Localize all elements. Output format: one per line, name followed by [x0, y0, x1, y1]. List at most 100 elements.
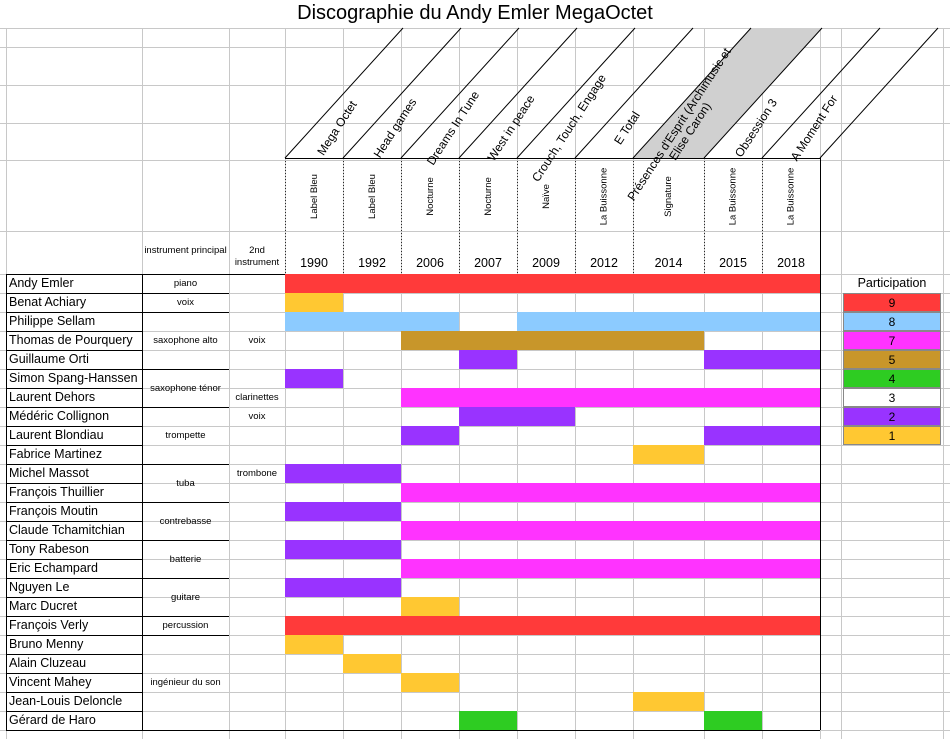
participation-cell: [401, 597, 459, 616]
participation-cell: [401, 559, 459, 578]
header-instrument-principal: instrument principal: [144, 245, 227, 256]
musician-name: Alain Cluzeau: [9, 656, 87, 670]
musician-name: Michel Massot: [9, 466, 89, 480]
participation-cell: [401, 388, 459, 407]
participation-cell: [633, 331, 704, 350]
grid-line: [458, 27, 578, 159]
second-instrument: clarinettes: [235, 392, 279, 403]
musician-name: Jean-Louis Deloncle: [9, 694, 123, 708]
record-label-text: Label Bleu: [308, 173, 320, 219]
musician-name: Vincent Mahey: [9, 675, 92, 689]
musician-name: Benat Achiary: [9, 295, 87, 309]
participation-cell: [762, 274, 820, 293]
participation-cell: [459, 616, 517, 635]
second-instrument: voix: [248, 335, 266, 346]
participation-cell: [704, 711, 762, 730]
musician-name: François Verly: [9, 618, 89, 632]
participation-cell: [459, 388, 517, 407]
record-label: La Buissonne: [762, 165, 820, 227]
participation-cell: [285, 312, 343, 331]
musician-name: Gérard de Haro: [9, 713, 96, 727]
grid-line: [342, 27, 462, 159]
participation-cell: [401, 616, 459, 635]
participation-cell: [633, 616, 704, 635]
participation-cell: [575, 312, 633, 331]
participation-cell: [459, 711, 517, 730]
year-header: 1992: [358, 256, 386, 270]
participation-cell: [517, 616, 575, 635]
participation-cell: [285, 502, 343, 521]
participation-cell: [517, 388, 575, 407]
participation-cell: [343, 654, 401, 673]
musician-name: François Thuillier: [9, 485, 104, 499]
year-header: 2015: [719, 256, 747, 270]
participation-cell: [401, 274, 459, 293]
participation-cell: [517, 559, 575, 578]
grid-line: [516, 27, 636, 159]
instrument-group: batterie: [169, 553, 202, 565]
legend-item: 3: [843, 388, 941, 407]
participation-cell: [285, 369, 343, 388]
participation-cell: [633, 445, 704, 464]
musician-name: Laurent Dehors: [9, 390, 96, 404]
record-label-text: Label Bleu: [366, 173, 378, 219]
musician-name: Simon Spang-Hanssen: [9, 371, 138, 385]
participation-cell: [762, 312, 820, 331]
instrument-group: piano: [173, 278, 198, 289]
participation-cell: [575, 388, 633, 407]
participation-cell: [285, 635, 343, 654]
record-label-text: Naïve: [540, 183, 552, 209]
participation-cell: [459, 559, 517, 578]
participation-cell: [704, 312, 762, 331]
instrument-group: saxophone ténor: [150, 382, 221, 394]
participation-cell: [704, 521, 762, 540]
grid-line: [703, 27, 823, 159]
legend-item: 2: [843, 407, 941, 426]
participation-cell: [401, 673, 459, 692]
participation-cell: [285, 578, 343, 597]
participation-cell: [575, 616, 633, 635]
year-header: 2007: [474, 256, 502, 270]
participation-cell: [401, 483, 459, 502]
year-header: 1990: [300, 256, 328, 270]
participation-cell: [762, 426, 820, 445]
musician-name: Fabrice Martinez: [9, 447, 103, 461]
participation-cell: [285, 464, 343, 483]
legend-item: 7: [843, 331, 941, 350]
participation-cell: [575, 331, 633, 350]
participation-cell: [704, 616, 762, 635]
year-header: 2009: [532, 256, 560, 270]
musician-name: François Moutin: [9, 504, 98, 518]
instrument-group: guitare: [170, 591, 201, 603]
participation-cell: [704, 388, 762, 407]
musician-name: Philippe Sellam: [9, 314, 96, 328]
participation-cell: [704, 426, 762, 445]
record-label: Signature: [633, 165, 704, 227]
musician-name: Nguyen Le: [9, 580, 70, 594]
participation-cell: [459, 407, 517, 426]
participation-cell: [401, 426, 459, 445]
participation-cell: [762, 521, 820, 540]
musician-name: Guillaume Orti: [9, 352, 89, 366]
participation-cell: [575, 274, 633, 293]
participation-cell: [633, 559, 704, 578]
participation-cell: [762, 388, 820, 407]
musician-name: Thomas de Pourquery: [9, 333, 133, 347]
participation-cell: [762, 616, 820, 635]
legend-item: 1: [843, 426, 941, 445]
participation-cell: [285, 616, 343, 635]
record-label-text: Nocturne: [424, 176, 436, 216]
participation-cell: [633, 521, 704, 540]
participation-cell: [633, 483, 704, 502]
participation-cell: [343, 540, 401, 559]
participation-cell: [343, 578, 401, 597]
participation-cell: [343, 464, 401, 483]
participation-cell: [517, 521, 575, 540]
record-label: La Buissonne: [704, 165, 762, 227]
participation-cell: [401, 331, 459, 350]
participation-cell: [704, 350, 762, 369]
musician-name: Marc Ducret: [9, 599, 78, 613]
record-label: Label Bleu: [343, 165, 401, 227]
year-header: 2018: [777, 256, 805, 270]
participation-cell: [401, 312, 459, 331]
